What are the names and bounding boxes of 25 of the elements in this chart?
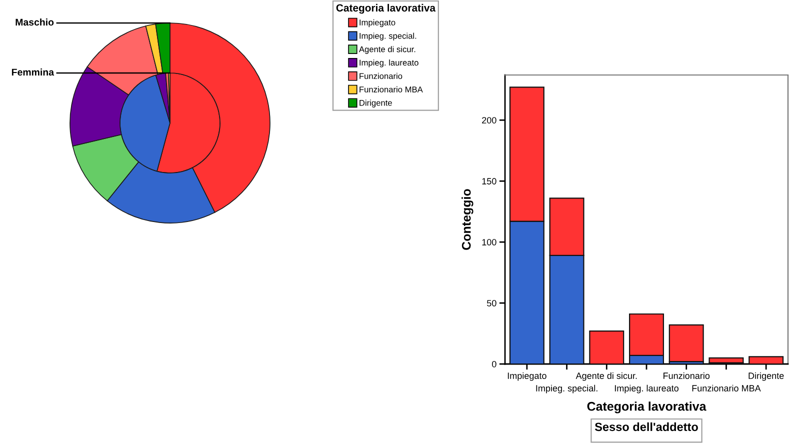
y-tick-label: 50 [486,300,496,306]
legend-label: Impieg. laureato [360,59,418,68]
x-tick-label: Agente di sicur. [576,372,637,381]
slice-label: Femmina [12,68,54,76]
x-tick-label: Impiegato [508,372,546,381]
legend-label: Dirigente [360,100,392,108]
y-tick-label: 150 [482,178,496,184]
legend-title: Sesso dell'addetto [594,422,698,432]
legend-label: Funzionario MBA [360,86,423,92]
legend-label: Funzionario [360,72,402,80]
legend-label: Impiegato [360,19,396,28]
y-axis-title: Conteggio [462,189,474,250]
y-tick-label: 0 [492,360,496,368]
legend-title: Categoria lavorativa [336,4,436,14]
x-tick-label: Impieg. special. [536,384,598,394]
x-tick-label: Funzionario MBA [692,384,761,392]
legend-label: Agente di sicur. [358,46,416,54]
x-tick-label: Impieg. laureato [614,384,678,394]
slice-label: Maschio [16,18,54,26]
legend-label: Impieg. special. [360,32,416,40]
y-tick-label: 100 [482,239,496,246]
x-tick-label: Dirigente [748,372,784,381]
x-axis-title: Categoria lavorativa [587,402,706,414]
x-tick-label: Funzionario [664,372,710,379]
y-tick-label: 200 [482,117,496,124]
